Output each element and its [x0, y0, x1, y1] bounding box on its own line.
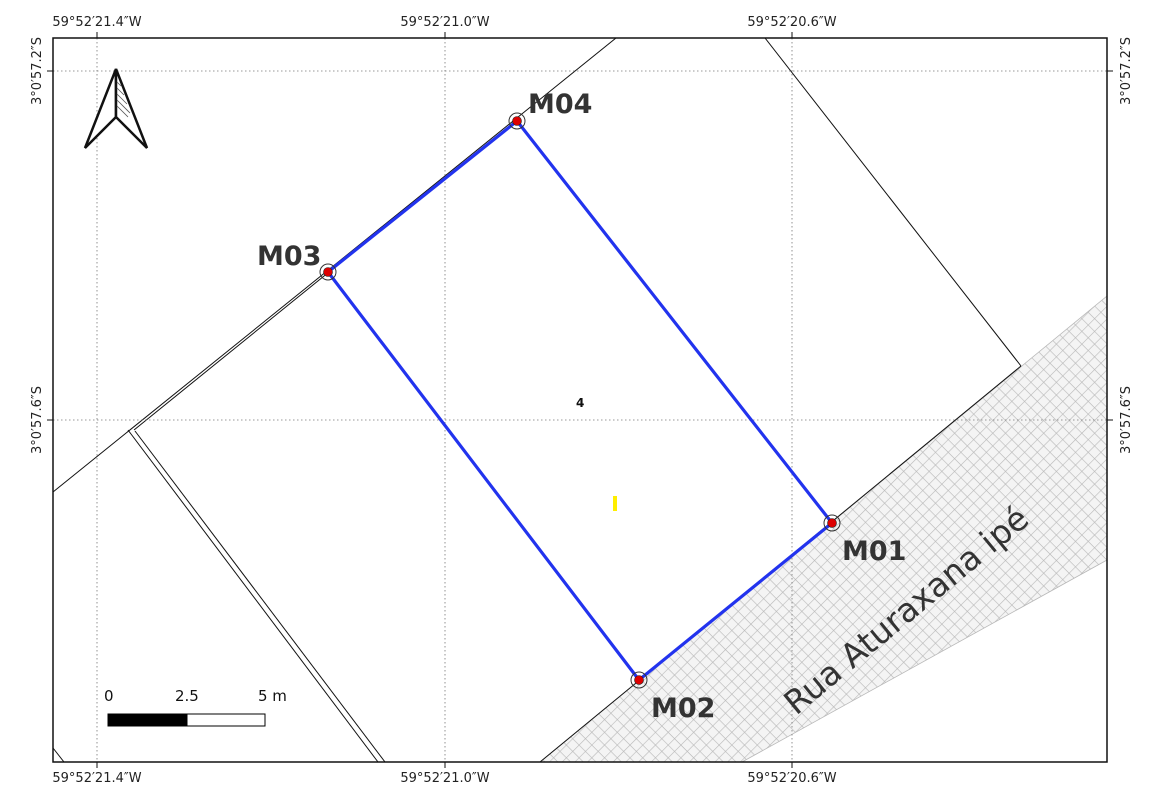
bottom-coord-2: 59°52′21.0″W	[400, 771, 489, 786]
marker-label-m04: M04	[528, 89, 592, 120]
left-coord-1: 3°0′57.2″S	[30, 37, 45, 105]
frame-ticks	[47, 32, 1113, 768]
north-arrow-icon	[83, 68, 149, 149]
marker-label-m02: M02	[651, 693, 715, 724]
scale-label-2-5: 2.5	[175, 687, 199, 705]
highlight-mark	[613, 496, 617, 511]
scale-label-0: 0	[104, 687, 114, 705]
graticule	[53, 38, 1107, 762]
top-coord-1: 59°52′21.4″W	[52, 15, 141, 30]
marker-m02[interactable]: M02	[630, 671, 715, 724]
parcel-lines	[53, 38, 1022, 762]
top-coord-2: 59°52′21.0″W	[400, 15, 489, 30]
scale-label-5m: 5 m	[258, 687, 287, 705]
marker-label-m03: M03	[257, 241, 321, 272]
bottom-coord-1: 59°52′21.4″W	[52, 771, 141, 786]
marker-m04[interactable]: M04	[508, 89, 592, 130]
marker-m01[interactable]: M01	[823, 514, 906, 567]
map-frame	[52, 37, 1108, 763]
left-coord-2: 3°0′57.6″S	[30, 386, 45, 454]
scale-bar: 0 2.5 5 m	[104, 687, 287, 727]
marker-label-m01: M01	[842, 536, 906, 567]
marker-m03[interactable]: M03	[257, 241, 337, 281]
right-coord-1: 3°0′57.2″S	[1119, 37, 1134, 105]
right-coord-2: 3°0′57.6″S	[1119, 386, 1134, 454]
top-coord-3: 59°52′20.6″W	[747, 15, 836, 30]
lot-label: 4	[576, 396, 584, 410]
bottom-coord-3: 59°52′20.6″W	[747, 771, 836, 786]
